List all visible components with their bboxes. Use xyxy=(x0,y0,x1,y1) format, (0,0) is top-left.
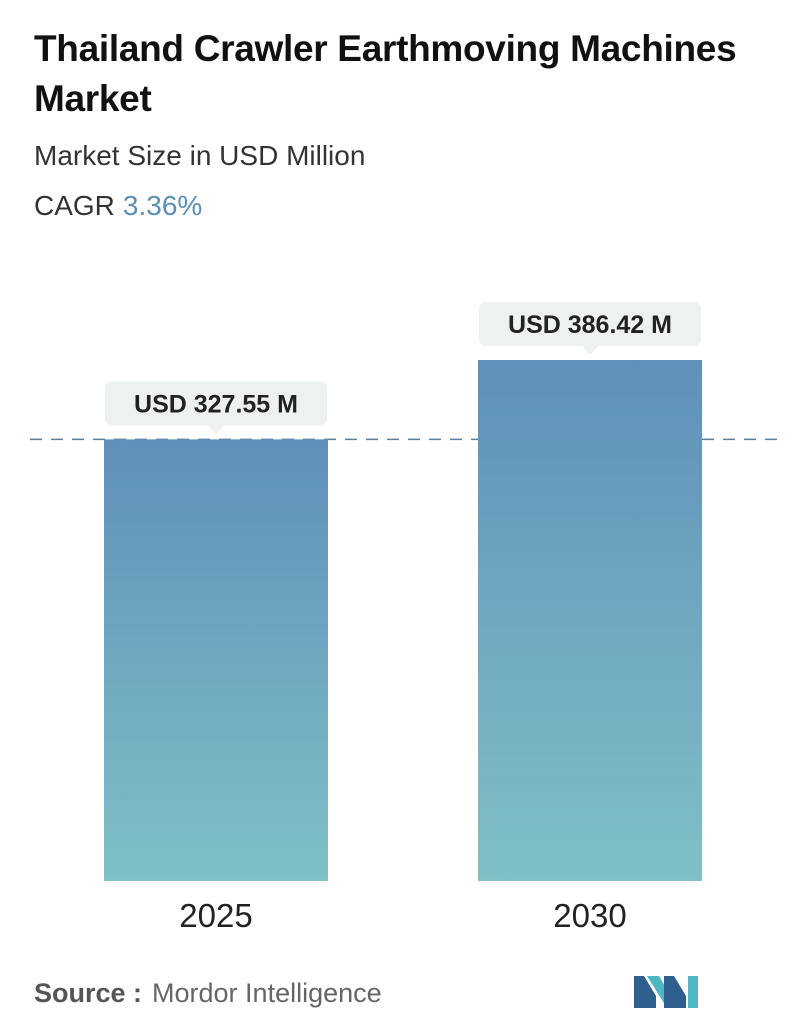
value-label-bubble xyxy=(105,381,327,426)
source-label: Source : xyxy=(34,978,143,1008)
bar-2030 xyxy=(478,360,702,881)
value-label-bubble xyxy=(479,302,701,346)
cagr-value: 3.36% xyxy=(122,190,203,221)
x-tick-label-2025: 2025 xyxy=(179,897,252,934)
x-tick-label-2030: 2030 xyxy=(553,897,626,934)
value-label-2030: USD 386.42 M xyxy=(508,311,672,339)
bar-2025 xyxy=(104,439,328,881)
source-name: Mordor Intelligence xyxy=(152,978,382,1008)
value-label-pointer xyxy=(208,425,224,435)
mordor-intelligence-logo-icon xyxy=(634,976,698,1008)
cagr-line: CAGR 3.36% xyxy=(34,190,202,222)
source-line: Source : Mordor Intelligence xyxy=(34,978,382,1009)
chart-title: Thailand Crawler Earthmoving Machines Ma… xyxy=(34,28,737,119)
value-label-2025: USD 327.55 M xyxy=(134,390,298,418)
chart-subtitle: Market Size in USD Million xyxy=(34,140,366,171)
value-label-pointer xyxy=(582,346,598,355)
bar-chart: USD 327.55 M 2025 USD 386.42 M 2030 xyxy=(30,302,786,934)
cagr-label: CAGR xyxy=(34,190,115,221)
